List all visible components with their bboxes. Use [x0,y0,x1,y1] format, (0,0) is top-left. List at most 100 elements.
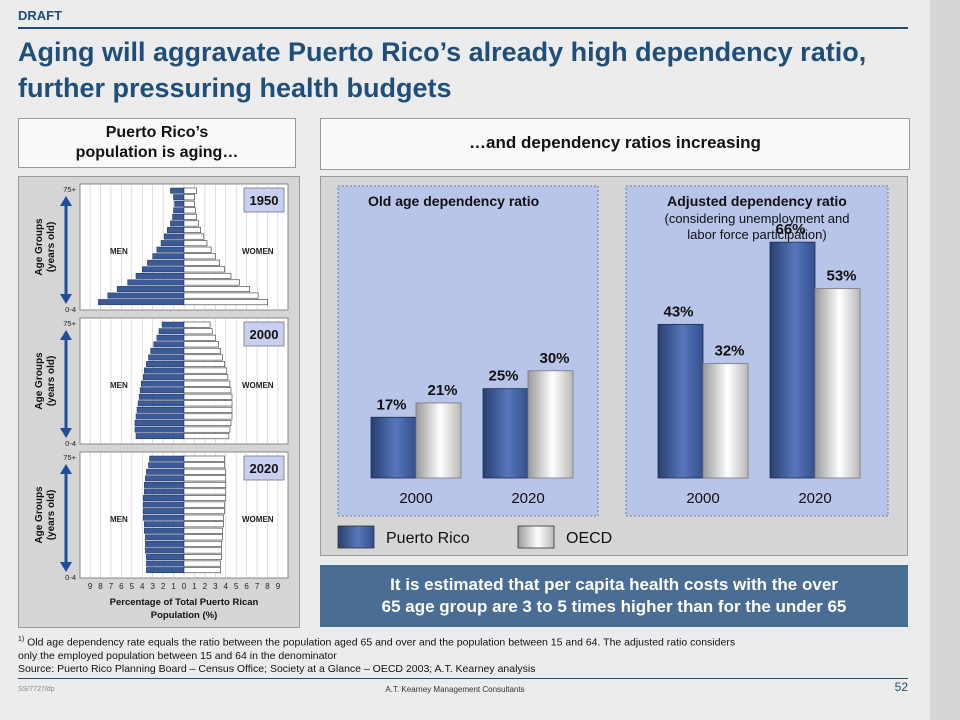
x-tick-label: 6 [244,582,249,591]
men-bar [149,455,185,462]
x-tick-label: 3 [213,582,218,591]
men-bar [146,361,185,367]
x-tick-label: 0 [182,582,187,591]
women-bar [183,501,226,508]
x-tick-label: 7 [109,582,114,591]
legend-label-oecd: OECD [566,530,612,547]
age-arrow-down-icon [60,562,72,572]
men-bar [143,374,185,381]
men-bar [143,508,185,515]
men-bar [143,501,185,508]
x-tick-label: 8 [265,582,270,591]
bar-value-label: 32% [714,343,744,360]
women-bar [183,220,199,227]
footnote-line1: 1) Old age dependency rate equals the ra… [18,633,918,650]
men-bar [152,253,185,260]
chart-title: Adjusted dependency ratio [667,193,847,209]
women-bar [183,508,226,515]
x-tick-label: 7 [255,582,260,591]
x-tick-label: 3 [150,582,155,591]
men-bar [135,413,185,420]
women-bar [183,455,226,462]
pyramid-year-label: 2020 [250,461,279,476]
men-bar [170,220,185,227]
men-bar [98,299,185,306]
men-bar [135,272,185,279]
women-bar [183,321,211,328]
women-bar [183,420,232,426]
women-bar [183,187,197,194]
footnote: 1) Old age dependency rate equals the ra… [18,633,918,676]
men-label: MEN [110,515,128,524]
men-bar [150,347,185,354]
year-box [243,321,285,347]
women-label: WOMEN [242,515,274,524]
age-arrow-up-icon [60,196,72,206]
year-box [243,187,285,213]
women-bar [183,527,223,534]
men-bar [144,481,185,488]
x-tick-label: 4 [224,582,229,591]
women-bar [183,387,232,394]
callout-line1: It is estimated that per capita health c… [390,575,838,594]
page-number: 52 [894,680,908,694]
women-bar [183,534,223,541]
age-top-label: 75+ [63,453,76,462]
oecd-bar [415,402,462,479]
age-axis-label-line1: Age Groups [34,486,45,544]
x-axis-label-line2: Population (%) [151,610,218,621]
men-bar [158,328,185,335]
age-axis-label-line2: (years old) [46,222,57,273]
left-section-header: Puerto Rico’s population is aging… [18,118,296,168]
women-bar [183,207,196,214]
age-axis-label-line1: Age Groups [34,352,45,410]
men-bar [145,475,185,482]
category-label: 2000 [399,490,432,507]
oecd-bar [527,370,574,479]
men-bar [144,367,185,374]
men-bar [170,187,185,194]
women-bar [183,540,222,547]
oecd-bar [814,288,861,479]
women-bar [183,433,230,440]
men-bar [139,387,185,394]
x-tick-label: 2 [203,582,208,591]
women-bar [183,468,227,475]
men-bar [127,279,185,286]
legend-swatch-puerto-rico [337,525,375,549]
men-bar [138,393,185,400]
bar-value-label: 43% [663,303,693,320]
firm-name: A.T. Kearney Management Consultants [385,685,525,694]
age-axis-label-line2: (years old) [46,490,57,541]
women-bar [183,495,227,501]
women-bar [183,374,229,381]
women-bar [183,400,233,407]
chart-subtitle: labor force participation) [687,227,826,242]
oecd-bar [702,363,749,479]
men-bar [153,341,185,348]
women-bar [183,292,259,299]
women-bar [183,272,232,279]
men-bar [136,406,185,413]
bar-value-label: 53% [826,268,856,285]
x-tick-label: 2 [161,582,166,591]
women-label: WOMEN [242,381,274,390]
health-cost-callout: It is estimated that per capita health c… [320,565,908,627]
legend-swatch-oecd [517,525,555,549]
men-bar [148,354,185,361]
women-bar [183,279,240,286]
women-bar [183,554,222,560]
women-label: WOMEN [242,247,274,256]
age-arrow-up-icon [60,464,72,474]
men-bar [147,259,185,266]
x-tick-label: 8 [98,582,103,591]
age-axis-label-line1: Age Groups [34,218,45,276]
men-bar [144,488,185,495]
women-bar [183,406,233,413]
women-bar [183,354,223,361]
puerto-rico-bar [769,241,816,479]
x-tick-label: 1 [192,582,197,591]
women-bar [183,286,251,292]
men-bar [137,400,185,407]
source-line: Source: Puerto Rico Planning Board – Cen… [18,662,536,675]
